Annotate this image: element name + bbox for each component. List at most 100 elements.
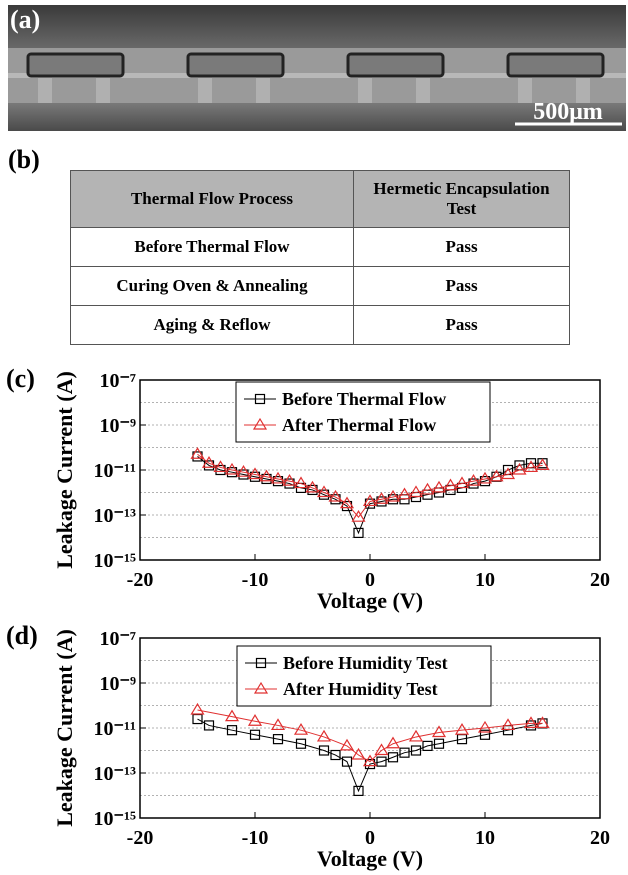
- data-point: [305, 480, 320, 493]
- data-point: [270, 471, 286, 484]
- series-line: [197, 709, 543, 763]
- y-tick-label: 10⁻⁷: [99, 370, 136, 392]
- series-line: [197, 456, 543, 535]
- data-point: [316, 729, 332, 742]
- data-point: [293, 723, 309, 735]
- data-point: [387, 752, 399, 763]
- y-tick-label: 10⁻¹¹: [93, 460, 136, 482]
- data-point: [316, 485, 332, 498]
- x-tick-label: 10: [475, 827, 495, 849]
- data-point: [353, 527, 364, 539]
- y-tick-label: 10⁻¹³: [93, 505, 136, 527]
- y-axis-label: Leakage Current (A): [52, 371, 77, 569]
- panel-label: (a): [10, 5, 40, 34]
- data-point: [376, 756, 387, 767]
- data-point: [272, 734, 284, 745]
- data-point: [362, 494, 378, 507]
- table-cell: Pass: [353, 305, 570, 345]
- process-table: Thermal Flow Process Hermetic Encapsulati…: [70, 170, 570, 345]
- table-cell: Aging & Reflow: [70, 305, 354, 345]
- data-point: [295, 738, 307, 749]
- panel-label: (c): [6, 364, 35, 393]
- x-tick-label: -10: [242, 569, 269, 591]
- legend-label: Before Humidity Test: [283, 653, 448, 673]
- data-point: [213, 460, 228, 473]
- data-point: [512, 462, 527, 475]
- y-tick-label: 10⁻⁷: [99, 628, 136, 650]
- legend-label: Before Thermal Flow: [282, 389, 446, 409]
- x-tick-label: 0: [365, 827, 375, 849]
- data-point: [224, 462, 240, 475]
- data-point: [318, 745, 330, 756]
- data-point: [330, 749, 341, 761]
- legend-marker: [252, 417, 268, 430]
- data-point: [479, 729, 491, 740]
- data-point: [282, 473, 297, 486]
- x-axis-label: Voltage (V): [317, 588, 423, 613]
- data-point: [477, 471, 493, 484]
- scale-bar-label: 500μm: [533, 99, 603, 125]
- y-tick-label: 10⁻⁹: [99, 673, 136, 695]
- data-point: [353, 785, 364, 797]
- data-point: [259, 469, 274, 482]
- data-point: [500, 467, 516, 480]
- legend-marker: [253, 681, 269, 694]
- legend-box: [236, 645, 492, 707]
- y-tick-label: 10⁻¹⁵: [93, 550, 136, 572]
- legend-box: [235, 381, 491, 443]
- data-point: [408, 729, 424, 742]
- x-tick-label: -20: [127, 827, 154, 849]
- data-point: [247, 467, 263, 480]
- legend-label: After Humidity Test: [283, 679, 438, 699]
- data-point: [477, 720, 493, 733]
- x-axis-label: Voltage (V): [317, 846, 423, 871]
- x-tick-label: -20: [127, 569, 154, 591]
- data-point: [535, 716, 550, 729]
- x-tick-label: 0: [365, 569, 375, 591]
- table-cell: Pass: [353, 227, 570, 267]
- data-point: [410, 745, 422, 756]
- data-point: [500, 718, 516, 731]
- data-point: [339, 496, 355, 509]
- data-point: [190, 702, 205, 715]
- data-point: [443, 478, 458, 491]
- y-tick-label: 10⁻¹³: [93, 763, 136, 785]
- data-point: [466, 473, 481, 486]
- data-point: [224, 709, 240, 722]
- data-point: [190, 447, 205, 459]
- y-tick-label: 10⁻¹¹: [93, 718, 136, 740]
- data-point: [397, 487, 412, 500]
- x-tick-label: -10: [242, 827, 269, 849]
- table-cell: Curing Oven & Annealing: [70, 266, 354, 306]
- data-point: [339, 738, 355, 751]
- panel-label: (d): [6, 621, 38, 650]
- data-point: [399, 747, 410, 758]
- table-cell: Before Thermal Flow: [70, 227, 354, 267]
- data-point: [374, 743, 389, 756]
- table-cell: Pass: [353, 266, 570, 306]
- data-point: [293, 476, 309, 489]
- table-header: Hermetic Encapsulation Test: [353, 170, 570, 228]
- data-point: [431, 725, 447, 738]
- y-axis-label: Leakage Current (A): [52, 629, 77, 827]
- data-point: [408, 485, 424, 498]
- data-point: [374, 492, 389, 504]
- data-point: [489, 469, 504, 482]
- legend-marker: [255, 657, 267, 669]
- y-tick-label: 10⁻⁹: [99, 415, 136, 437]
- data-point: [328, 489, 343, 502]
- data-point: [247, 714, 263, 726]
- legend-label: After Thermal Flow: [282, 415, 436, 435]
- data-point: [270, 718, 286, 731]
- y-tick-label: 10⁻¹⁵: [93, 808, 136, 830]
- data-point: [341, 756, 353, 767]
- data-point: [535, 458, 550, 471]
- x-tick-label: 20: [590, 569, 610, 591]
- x-tick-label: 10: [475, 569, 495, 591]
- data-point: [201, 456, 217, 468]
- x-tick-label: 20: [590, 827, 610, 849]
- data-point: [420, 482, 435, 495]
- data-point: [523, 716, 539, 729]
- series-line: [197, 718, 543, 793]
